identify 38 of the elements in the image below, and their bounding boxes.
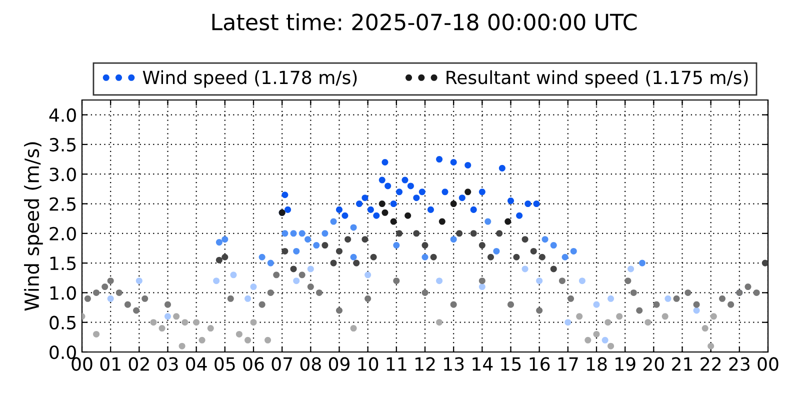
y-tick-label: 3.5 xyxy=(50,138,76,152)
x-tick-label: 05 xyxy=(214,357,235,371)
x-tick-label: 15 xyxy=(501,357,521,371)
x-tick-label: 20 xyxy=(644,357,664,371)
legend-label: Wind speed (1.178 m/s) xyxy=(142,70,357,88)
x-tick-label: 06 xyxy=(243,357,264,371)
y-axis-title: Wind speed (m/s) xyxy=(24,142,43,311)
y-tick-label: 2.0 xyxy=(50,226,76,241)
x-tick-label: 02 xyxy=(128,357,149,371)
chart-title: Latest time: 2025-07-18 00:00:00 UTC xyxy=(212,13,637,30)
y-tick-label: 3.0 xyxy=(50,168,76,182)
x-tick-label: 22 xyxy=(700,357,721,371)
legend-label: Resultant wind speed (1.175 m/s) xyxy=(446,70,748,88)
y-tick-label: 0.5 xyxy=(50,316,76,330)
y-tick-label: 0.0 xyxy=(50,345,76,360)
y-tick-label: 1.5 xyxy=(50,256,76,270)
x-tick-label: 19 xyxy=(616,357,636,371)
x-tick-label: 08 xyxy=(300,357,321,371)
x-tick-label: 10 xyxy=(358,357,378,371)
x-tick-label: 23 xyxy=(729,357,750,371)
x-tick-label: 16 xyxy=(530,357,550,371)
x-tick-label: 00 xyxy=(72,357,92,371)
x-tick-label: 18 xyxy=(586,357,607,371)
x-tick-label: 07 xyxy=(272,357,292,371)
y-tick-label: 1.0 xyxy=(50,286,76,300)
x-tick-label: 17 xyxy=(558,357,578,371)
x-tick-label: 01 xyxy=(100,357,120,371)
x-tick-label: 13 xyxy=(444,357,464,371)
x-tick-label: 11 xyxy=(386,357,406,371)
x-tick-label: 04 xyxy=(186,357,207,371)
x-tick-label: 03 xyxy=(157,357,178,371)
y-tick-label: 4.0 xyxy=(49,108,76,122)
x-tick-label: 12 xyxy=(415,357,435,371)
x-tick-label: 09 xyxy=(328,357,350,371)
x-tick-label: 21 xyxy=(672,357,692,371)
y-tick-label: 2.5 xyxy=(50,197,76,211)
x-tick-label: 14 xyxy=(472,357,493,371)
x-tick-label: 00 xyxy=(758,357,778,371)
